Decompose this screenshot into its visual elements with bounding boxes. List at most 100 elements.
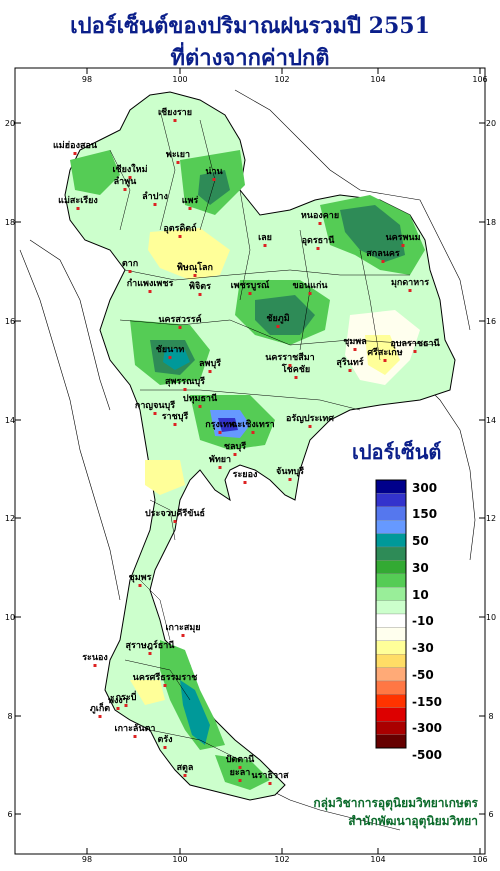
legend-swatch	[375, 600, 407, 615]
station-dot	[173, 520, 177, 523]
province-label: พะเยา	[166, 150, 190, 160]
station-dot	[163, 684, 167, 687]
lat-tick-label: 18	[5, 218, 15, 227]
station-dot	[128, 176, 132, 179]
province-label: ชุมพร	[129, 573, 152, 583]
province-label: โชคชัย	[281, 363, 310, 375]
province-label: พิษณุโลก	[177, 261, 213, 273]
lon-tick-label: 102	[274, 75, 289, 84]
province-label: มุกดาหาร	[391, 278, 429, 288]
province-label: ตาก	[122, 259, 138, 269]
station-dot	[73, 152, 77, 155]
station-dot	[243, 481, 247, 484]
province-label: ตรัง	[157, 734, 172, 745]
province-label: นครพนม	[385, 233, 420, 243]
station-dot	[401, 244, 405, 247]
legend-swatches	[375, 479, 407, 749]
lat-tick-label: 20	[486, 119, 496, 128]
station-dot	[233, 453, 237, 456]
lon-tick-label: 104	[370, 75, 385, 84]
legend-label: 300	[412, 481, 438, 495]
lat-tick-label: 16	[5, 317, 15, 326]
station-dot	[288, 364, 292, 367]
legend-frame	[375, 479, 407, 749]
station-dot	[123, 188, 127, 191]
legend-label: -150	[412, 695, 443, 709]
legend-label: -30	[412, 641, 434, 655]
legend-swatch	[375, 734, 407, 749]
station-dot	[148, 652, 152, 655]
legend-label: 10	[412, 588, 429, 602]
legend-swatch	[375, 479, 407, 494]
lon-tick-label: 106	[472, 75, 487, 84]
lat-ticks: 20 20 18 18 16 16 14 14 12 12 10 10 8 8 6 6	[5, 119, 496, 819]
station-dot	[98, 715, 102, 718]
station-dot	[128, 270, 132, 273]
province-label: ปทุมธานี	[183, 393, 218, 404]
legend-swatch	[375, 707, 407, 722]
station-dot	[168, 356, 172, 359]
province-label: พังงา	[108, 695, 128, 706]
station-dot	[163, 746, 167, 749]
station-dot	[263, 244, 267, 247]
province-label: ลำปาง	[142, 191, 168, 202]
province-label: สุพรรณบุรี	[165, 376, 205, 387]
legend-swatch	[375, 573, 407, 588]
map-title: เปอร์เซ็นต์ของปริมาณฝนรวมปี 2551	[70, 13, 430, 39]
credit-line-1: กลุ่มวิชาการอุตุนิยมวิทยาเกษตร	[313, 796, 478, 810]
province-label: นครสวรรค์	[158, 313, 201, 325]
lon-tick-label: 98	[82, 75, 92, 84]
legend-label: -50	[412, 668, 434, 682]
lat-tick-label: 14	[5, 416, 15, 425]
province-label: ลพบุรี	[199, 358, 221, 369]
province-label: หนองคาย	[301, 211, 339, 221]
station-dot	[238, 766, 242, 769]
lon-tick-label: 98	[82, 855, 92, 864]
station-dot	[208, 370, 212, 373]
lon-tick-label: 102	[274, 855, 289, 864]
province-label: แม่สะเรียง	[58, 195, 98, 206]
lat-tick-label: 6	[488, 810, 493, 819]
station-dot	[308, 292, 312, 295]
legend-swatch	[375, 493, 407, 507]
province-label: ขอนแก่น	[292, 280, 328, 291]
province-label: สุราษฎร์ธานี	[126, 639, 176, 651]
province-label: น่าน	[205, 166, 223, 177]
province-label: อุดรธานี	[302, 235, 336, 246]
station-dot	[133, 735, 137, 738]
province-label: ชลบุรี	[224, 441, 246, 452]
province-label: แพร่	[182, 195, 199, 206]
station-dot	[383, 359, 387, 362]
station-dot	[153, 412, 157, 415]
province-label: นครราชสีมา	[265, 352, 314, 363]
province-label: ชุมพล	[343, 337, 367, 347]
station-dot	[176, 161, 180, 164]
station-dot	[178, 326, 182, 329]
province-label: สกลนคร	[366, 249, 400, 259]
lat-tick-label: 18	[486, 218, 496, 227]
lat-tick-label: 6	[7, 810, 12, 819]
station-dot	[198, 405, 202, 408]
province-label: กำแพงเพชร	[127, 278, 174, 289]
province-label: เชียงใหม่	[112, 163, 147, 175]
province-label: อรัญประเทศ	[286, 413, 334, 424]
station-dot	[348, 369, 352, 372]
station-dot	[198, 293, 202, 296]
province-label: นราธิวาส	[251, 770, 289, 781]
legend-swatch	[375, 654, 407, 668]
station-dot	[308, 425, 312, 428]
province-label: อุตรดิตถ์	[163, 222, 196, 234]
legend-swatch	[375, 694, 407, 708]
station-dot	[173, 423, 177, 426]
station-dot	[188, 207, 192, 210]
province-label: กระบี่	[116, 690, 137, 703]
station-dot	[316, 247, 320, 250]
province-label: ลำพูน	[114, 176, 138, 187]
province-label: กรุงเทพ	[205, 420, 235, 430]
lat-tick-label: 10	[5, 613, 15, 622]
province-label: ปัตตานี	[226, 754, 255, 765]
station-dot	[178, 235, 182, 238]
legend-swatch	[375, 721, 407, 735]
lon-tick-label: 106	[472, 855, 487, 864]
